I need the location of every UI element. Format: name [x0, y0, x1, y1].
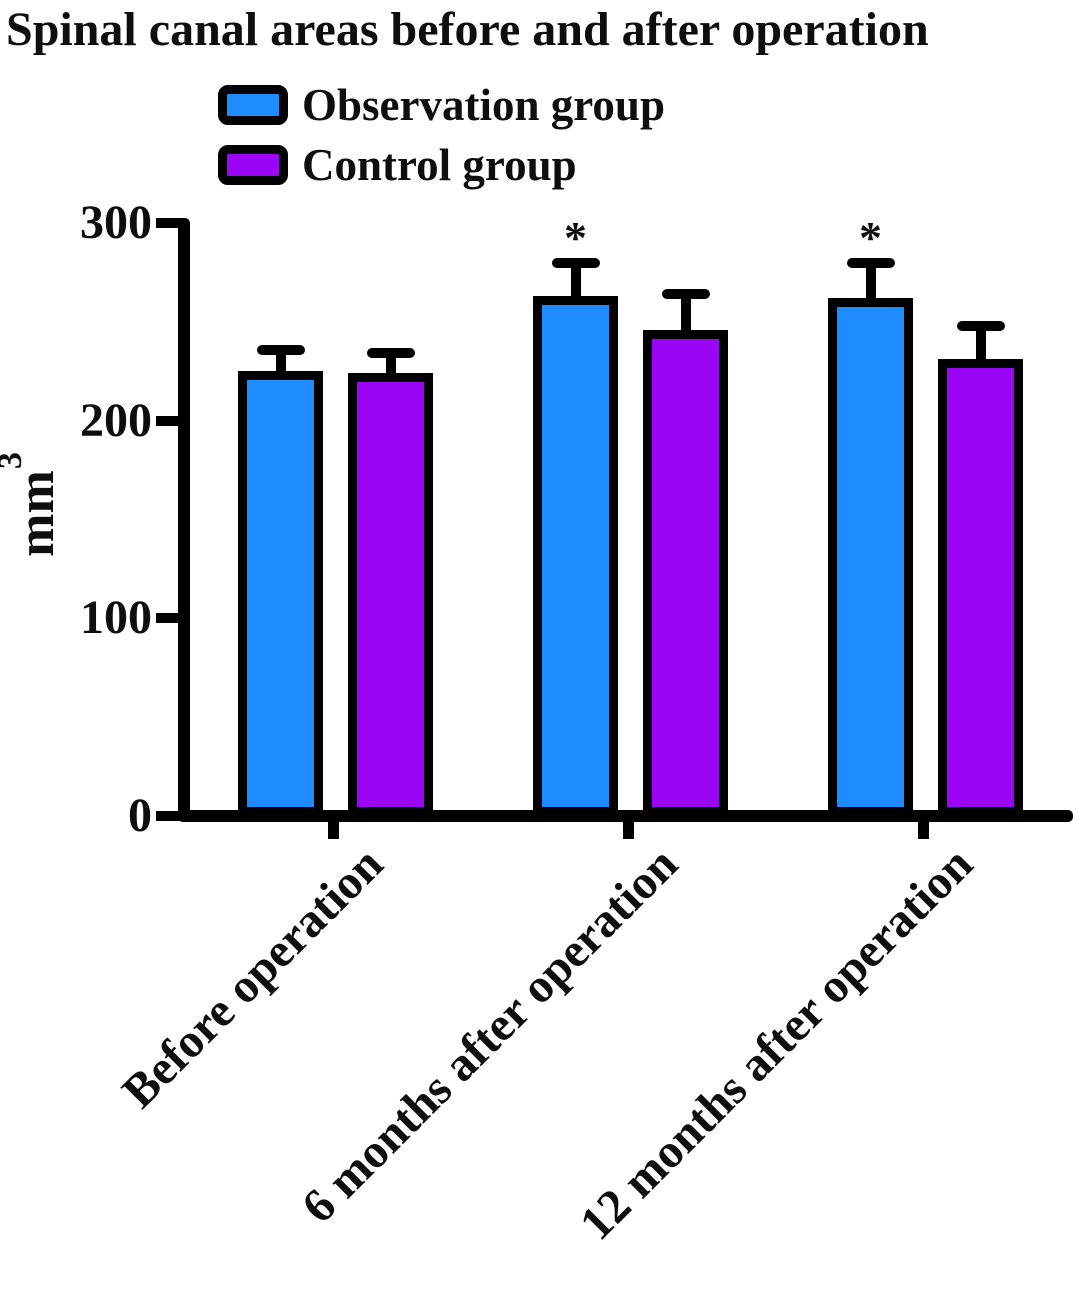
- error-bar-stem-control-2: [975, 325, 986, 369]
- bar-control-0: [348, 373, 433, 816]
- y-tick-mark: [156, 811, 182, 821]
- x-tick-label: Before operation: [111, 837, 393, 1119]
- legend-swatch-control: [218, 145, 288, 185]
- significance-asterisk-observation-1: *: [564, 211, 587, 263]
- y-tick-label: 200: [80, 393, 152, 447]
- y-tick-label: 100: [80, 591, 152, 645]
- x-tick-mark: [623, 820, 634, 839]
- x-tick-mark: [328, 820, 339, 839]
- chart-title: Spinal canal areas before and after oper…: [6, 3, 929, 56]
- error-bar-cap-observation-2: [846, 257, 895, 268]
- error-bar-stem-observation-1: [570, 262, 581, 306]
- error-bar-stem-observation-0: [275, 349, 286, 381]
- y-tick-mark: [156, 613, 182, 624]
- error-bar-cap-observation-0: [256, 344, 305, 355]
- y-tick-mark: [156, 415, 182, 426]
- error-bar-cap-control-1: [661, 289, 710, 300]
- y-tick-label: 0: [128, 789, 152, 842]
- x-tick-mark: [918, 820, 929, 839]
- legend-label-control: Control group: [302, 140, 577, 190]
- error-bar-stem-observation-2: [865, 262, 876, 308]
- bar-control-1: [643, 329, 728, 816]
- legend-swatch-observation: [218, 85, 288, 125]
- significance-asterisk-observation-2: *: [859, 211, 882, 263]
- legend-label-observation: Observation group: [302, 80, 665, 130]
- error-bar-cap-control-2: [956, 320, 1005, 331]
- error-bar-stem-control-0: [385, 353, 396, 383]
- error-bar-stem-control-1: [680, 294, 691, 339]
- y-tick-mark: [156, 218, 182, 228]
- y-axis-line: [178, 218, 190, 822]
- error-bar-cap-observation-1: [551, 257, 600, 268]
- bar-observation-2: [828, 298, 913, 816]
- error-bar-cap-control-0: [366, 348, 415, 359]
- bar-observation-1: [533, 296, 618, 816]
- y-tick-label: 300: [80, 196, 152, 249]
- bar-control-2: [938, 359, 1023, 816]
- bar-observation-0: [238, 371, 323, 816]
